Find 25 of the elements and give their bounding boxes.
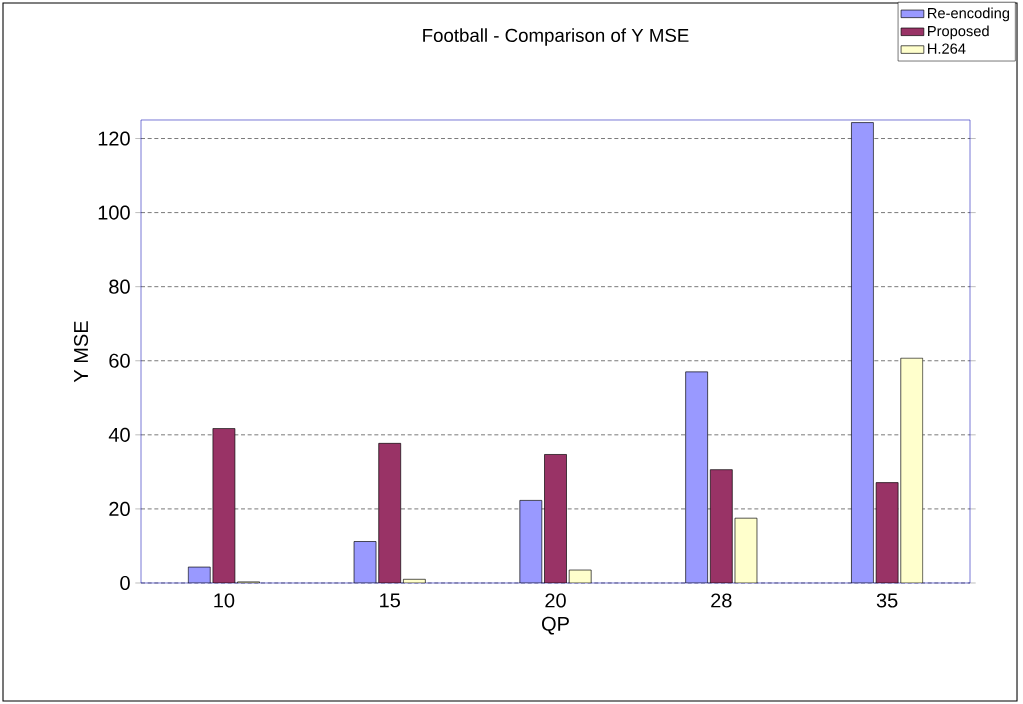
y-tick-label: 0 — [120, 575, 130, 591]
y-tick-label: 120 — [98, 131, 130, 146]
legend-label: Proposed — [928, 25, 989, 40]
bar — [568, 569, 592, 583]
y-axis-title: Y MSE — [73, 321, 89, 383]
x-axis-title: QP — [542, 616, 569, 635]
x-tick-label: 10 — [214, 593, 235, 608]
y-tick-label: 100 — [98, 205, 130, 220]
bar — [403, 578, 426, 583]
y-tick-label: 20 — [109, 501, 130, 516]
bar — [709, 469, 733, 583]
y-tick-label: 80 — [109, 279, 130, 294]
legend-label: Re-encoding — [928, 7, 1010, 22]
x-tick-label: 35 — [876, 593, 898, 608]
x-tick-label: 20 — [545, 593, 566, 608]
bar — [378, 443, 402, 583]
x-tick-label: 15 — [380, 593, 400, 608]
legend-label: H.264 — [928, 43, 966, 54]
bar — [212, 428, 236, 583]
y-tick-label: 60 — [109, 353, 130, 368]
bar — [875, 482, 899, 583]
y-tick-label: 40 — [108, 427, 130, 442]
chart-title: Football - Comparison of Y MSE — [423, 28, 689, 46]
x-tick-label: 28 — [711, 593, 732, 608]
bar — [544, 454, 567, 583]
